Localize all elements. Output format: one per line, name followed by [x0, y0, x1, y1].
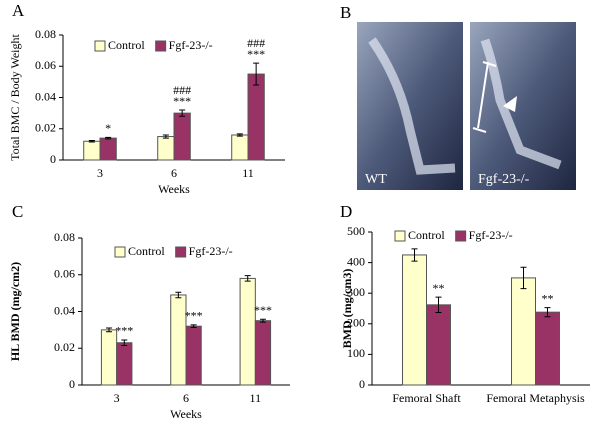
error-bar	[411, 248, 418, 262]
bar	[402, 254, 427, 386]
error-bar	[544, 307, 551, 318]
x-tick-label: 11	[250, 391, 262, 405]
bar	[157, 136, 175, 161]
significance-label: ***	[185, 309, 203, 323]
y-tick-label: 0.06	[35, 58, 56, 72]
bar	[116, 342, 133, 386]
legend-label: Fgf-23-/-	[469, 228, 513, 242]
error-bar	[190, 324, 197, 328]
significance-label: ***	[173, 94, 191, 108]
error-bar	[175, 291, 182, 299]
xray-label: Fgf-23-/-	[478, 172, 530, 187]
bar	[99, 137, 117, 161]
bar	[239, 277, 256, 386]
x-tick-label: 3	[114, 391, 120, 405]
panel-label: D	[340, 202, 352, 221]
y-tick-label: 0	[50, 152, 56, 166]
y-tick-label: 0.02	[35, 121, 56, 135]
y-tick-label: 0.06	[54, 267, 75, 281]
y-tick-label: 0.08	[54, 230, 75, 244]
bar	[247, 73, 265, 161]
y-tick-label: 200	[347, 316, 365, 330]
significance-label: ***	[254, 303, 272, 317]
bar	[511, 277, 536, 386]
x-tick-label: 3	[97, 166, 103, 180]
significance-label: ***	[247, 47, 265, 61]
legend-swatch	[175, 246, 187, 258]
error-bar	[105, 136, 112, 140]
y-tick-label: 300	[347, 285, 365, 299]
significance-label: *	[105, 121, 111, 135]
bar	[426, 304, 451, 386]
legend-swatch	[394, 230, 406, 242]
panel-label: C	[12, 202, 23, 221]
error-bar	[236, 133, 243, 137]
legend-swatch	[94, 40, 106, 52]
bar	[83, 140, 101, 161]
error-bar	[253, 62, 260, 86]
error-bar	[106, 327, 113, 333]
error-bar	[88, 139, 95, 143]
y-tick-label: 0.04	[35, 89, 56, 103]
y-tick-label: 0	[69, 377, 75, 391]
error-bar	[435, 296, 442, 313]
bar	[100, 329, 118, 386]
significance-label: ###	[173, 83, 191, 97]
bar	[173, 112, 191, 161]
bar	[185, 325, 202, 386]
bar	[535, 311, 560, 386]
x-axis-label: Weeks	[170, 407, 202, 421]
bar	[231, 134, 249, 161]
significance-label: ###	[247, 36, 265, 50]
panel-label: B	[340, 3, 351, 22]
y-axis-label: BMD (mg/cm3)	[340, 269, 354, 349]
legend-label: Fgf-23-/-	[169, 38, 213, 52]
significance-label: **	[541, 291, 553, 305]
error-bar	[520, 266, 527, 290]
error-bar	[259, 318, 266, 323]
x-tick-label: 6	[183, 391, 189, 405]
y-tick-label: 100	[347, 346, 365, 360]
legend-label: Control	[128, 244, 165, 258]
x-tick-label: Femoral Shaft	[392, 391, 461, 405]
xray-panel: WT Fgf-23-/-	[357, 22, 576, 190]
legend-swatch	[155, 40, 167, 52]
significance-label: ***	[115, 324, 133, 338]
significance-label: **	[432, 281, 444, 295]
legend-label: Fgf-23-/-	[189, 244, 233, 258]
x-axis-label: Weeks	[158, 182, 190, 196]
x-tick-label: 6	[171, 166, 177, 180]
legend-label: Control	[108, 38, 145, 52]
y-tick-label: 500	[347, 224, 365, 238]
y-tick-label: 0.02	[54, 340, 75, 354]
panel-label: A	[12, 1, 25, 20]
legend-label: Control	[408, 228, 445, 242]
error-bar	[244, 275, 251, 282]
y-tick-label: 0	[359, 377, 365, 391]
y-tick-label: 0.04	[54, 303, 75, 317]
legend-swatch	[114, 246, 126, 258]
y-axis-label: Total BMC / Body Weight	[8, 34, 22, 161]
x-tick-label: Femoral Metaphysis	[486, 391, 585, 405]
y-tick-label: 400	[347, 254, 365, 268]
error-bar	[162, 134, 169, 139]
legend-swatch	[455, 230, 467, 242]
bar	[254, 320, 272, 386]
error-bar	[121, 339, 128, 346]
xray-label: WT	[365, 172, 387, 187]
y-axis-label: HL BMD (mg/cm2)	[8, 262, 22, 361]
y-tick-label: 0.08	[35, 27, 56, 41]
error-bar	[179, 109, 186, 117]
x-tick-label: 11	[242, 166, 254, 180]
